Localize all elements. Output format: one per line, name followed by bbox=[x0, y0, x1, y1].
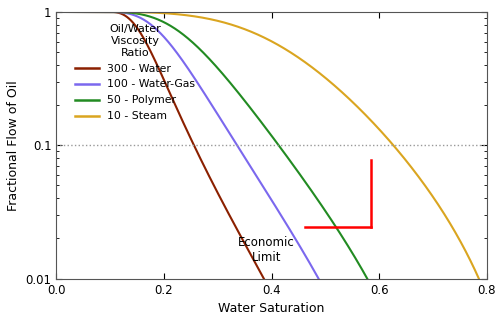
Y-axis label: Fractional Flow of Oil: Fractional Flow of Oil bbox=[7, 80, 20, 211]
Legend: 300 - Water, 100 - Water-Gas, 50 - Polymer, 10 - Steam: 300 - Water, 100 - Water-Gas, 50 - Polym… bbox=[70, 20, 200, 126]
X-axis label: Water Saturation: Water Saturation bbox=[218, 302, 325, 315]
Text: Economic
Limit: Economic Limit bbox=[238, 236, 295, 264]
